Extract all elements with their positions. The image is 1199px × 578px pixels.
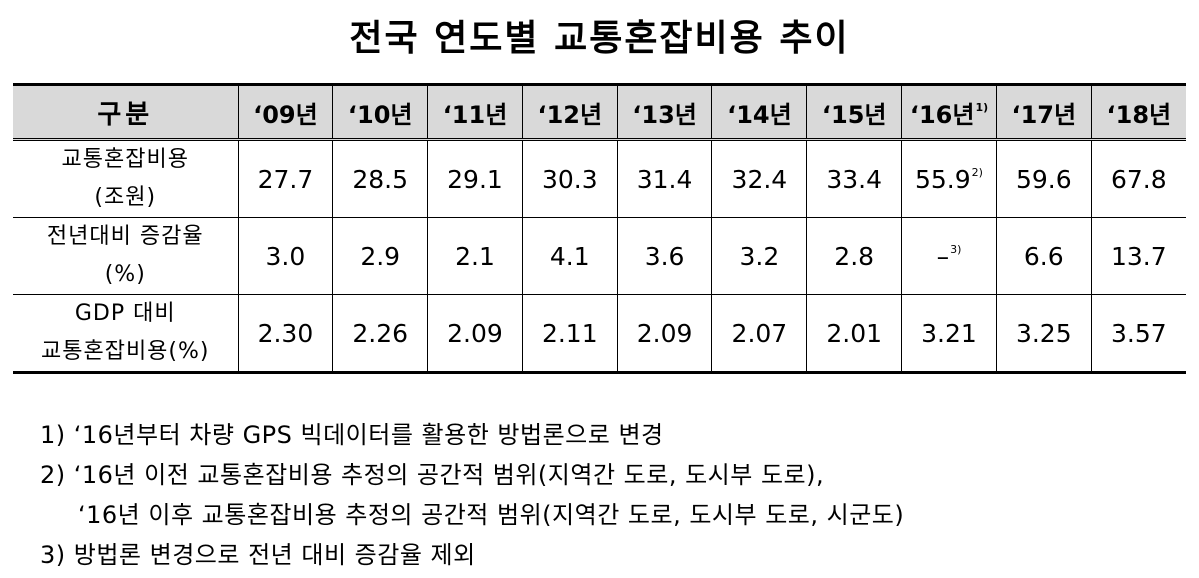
table-cell: 2.07 bbox=[711, 294, 808, 374]
page-title: 전국 연도별 교통혼잡비용 추이 bbox=[349, 18, 850, 59]
year-header: ‘17년 bbox=[995, 83, 1092, 141]
table-cell: 2.30 bbox=[237, 294, 334, 374]
year-label: ‘13년 bbox=[632, 100, 697, 129]
row-header: 전년대비 증감율 (%) bbox=[13, 217, 239, 295]
table-cell: 3.2 bbox=[711, 217, 808, 295]
table-cell: 3.21 bbox=[901, 294, 997, 374]
table-cell: 30.3 bbox=[521, 139, 618, 218]
table-cell: 29.1 bbox=[427, 139, 523, 218]
year-header: ‘12년 bbox=[521, 83, 618, 141]
year-header: ‘15년 bbox=[806, 83, 903, 141]
table-cell: 2.09 bbox=[427, 294, 523, 374]
cell-value: – bbox=[936, 241, 950, 271]
footnote-marker: 3) bbox=[950, 242, 962, 256]
table-cell: 3.57 bbox=[1090, 294, 1186, 374]
footnote-1: 1) ‘16년부터 차량 GPS 빅데이터를 활용한 방법론으로 변경 bbox=[40, 421, 664, 449]
footnote-marker: 2) bbox=[971, 165, 983, 179]
row-header: GDP 대비 교통혼잡비용(%) bbox=[13, 294, 239, 374]
congestion-cost-table: 구분 ‘09년 ‘10년 ‘11년 ‘12년 ‘13년 ‘14년 ‘15년 ‘1… bbox=[13, 83, 1186, 374]
corner-header: 구분 bbox=[13, 83, 239, 141]
table-cell: 3.25 bbox=[995, 294, 1092, 374]
table-header-row: 구분 ‘09년 ‘10년 ‘11년 ‘12년 ‘13년 ‘14년 ‘15년 ‘1… bbox=[13, 83, 1186, 141]
table-cell: 55.92) bbox=[901, 139, 997, 218]
row-label: GDP 대비 bbox=[74, 301, 176, 326]
table-cell: 31.4 bbox=[616, 139, 713, 218]
year-header: ‘13년 bbox=[616, 83, 713, 141]
year-label: ‘11년 bbox=[442, 100, 508, 129]
year-header: ‘14년 bbox=[711, 83, 808, 141]
table-cell: 2.26 bbox=[332, 294, 429, 374]
table-cell: 3.0 bbox=[237, 217, 334, 295]
table-cell: 2.11 bbox=[521, 294, 618, 374]
footnote-marker: 1) bbox=[975, 100, 989, 114]
year-label: ‘18년 bbox=[1106, 100, 1172, 129]
table-cell: 32.4 bbox=[711, 139, 808, 218]
table-row: 교통혼잡비용 (조원) 27.7 28.5 29.1 30.3 31.4 32.… bbox=[13, 139, 1186, 218]
table-cell: 33.4 bbox=[806, 139, 903, 218]
table-row: GDP 대비 교통혼잡비용(%) 2.30 2.26 2.09 2.11 2.0… bbox=[13, 294, 1186, 374]
year-header: ‘09년 bbox=[237, 83, 334, 141]
row-label: 교통혼잡비용 bbox=[61, 147, 189, 172]
year-label: ‘12년 bbox=[537, 100, 603, 129]
row-unit: (조원) bbox=[94, 185, 157, 210]
footnote-2-continued: ‘16년 이후 교통혼잡비용 추정의 공간적 범위(지역간 도로, 도시부 도로… bbox=[78, 501, 905, 529]
year-header: ‘18년 bbox=[1090, 83, 1186, 141]
year-label: ‘09년 bbox=[253, 100, 318, 129]
table-cell: 6.6 bbox=[995, 217, 1092, 295]
row-unit: (%) bbox=[104, 262, 146, 287]
row-header: 교통혼잡비용 (조원) bbox=[13, 139, 239, 218]
table-cell: –3) bbox=[901, 217, 997, 295]
year-label: ‘16년 bbox=[909, 100, 975, 129]
table-cell: 2.09 bbox=[616, 294, 713, 374]
table-cell: 28.5 bbox=[332, 139, 429, 218]
year-header: ‘10년 bbox=[332, 83, 429, 141]
table-cell: 2.1 bbox=[427, 217, 523, 295]
year-label: ‘15년 bbox=[821, 100, 887, 129]
year-header: ‘11년 bbox=[427, 83, 523, 141]
table-cell: 4.1 bbox=[521, 217, 618, 295]
table-cell: 59.6 bbox=[995, 139, 1092, 218]
table-cell: 67.8 bbox=[1090, 139, 1186, 218]
footnotes: 1) ‘16년부터 차량 GPS 빅데이터를 활용한 방법론으로 변경 2) ‘… bbox=[40, 415, 904, 575]
table-cell: 27.7 bbox=[237, 139, 334, 218]
table-cell: 2.01 bbox=[806, 294, 903, 374]
table-row: 전년대비 증감율 (%) 3.0 2.9 2.1 4.1 3.6 3.2 2.8… bbox=[13, 217, 1186, 295]
year-label: ‘14년 bbox=[727, 100, 792, 129]
year-label: ‘17년 bbox=[1011, 100, 1077, 129]
cell-value: 55.9 bbox=[914, 164, 971, 194]
table-cell: 13.7 bbox=[1090, 217, 1186, 295]
table-cell: 2.8 bbox=[806, 217, 903, 295]
year-header: ‘16년1) bbox=[901, 83, 997, 141]
footnote-2: 2) ‘16년 이전 교통혼잡비용 추정의 공간적 범위(지역간 도로, 도시부… bbox=[40, 461, 825, 489]
row-label: 전년대비 증감율 bbox=[46, 224, 204, 249]
table-cell: 2.9 bbox=[332, 217, 429, 295]
footnote-3: 3) 방법론 변경으로 전년 대비 증감율 제외 bbox=[40, 541, 476, 569]
year-label: ‘10년 bbox=[347, 100, 413, 129]
row-unit: 교통혼잡비용(%) bbox=[40, 339, 210, 364]
table-cell: 3.6 bbox=[616, 217, 713, 295]
